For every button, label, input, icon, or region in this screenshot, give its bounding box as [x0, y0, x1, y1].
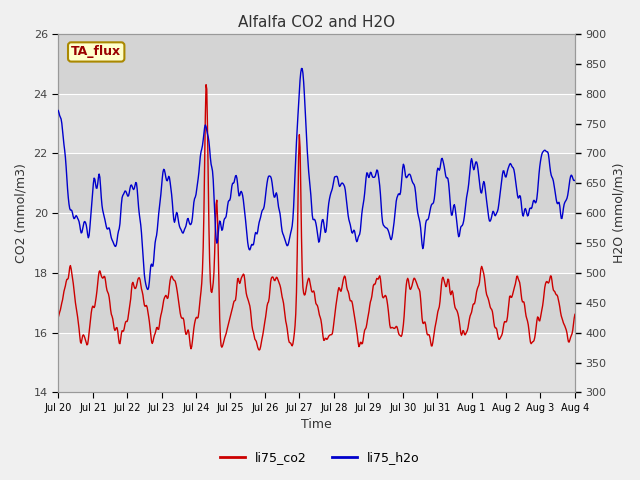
- Bar: [58, 333, 575, 393]
- Bar: [58, 273, 575, 333]
- X-axis label: Time: Time: [301, 419, 332, 432]
- Title: Alfalfa CO2 and H2O: Alfalfa CO2 and H2O: [238, 15, 395, 30]
- Bar: [58, 34, 575, 94]
- Y-axis label: CO2 (mmol/m3): CO2 (mmol/m3): [15, 163, 28, 263]
- Bar: [58, 94, 575, 154]
- Bar: [58, 154, 575, 213]
- Y-axis label: H2O (mmol/m3): H2O (mmol/m3): [612, 163, 625, 264]
- Bar: [58, 213, 575, 273]
- Legend: li75_co2, li75_h2o: li75_co2, li75_h2o: [215, 446, 425, 469]
- Text: TA_flux: TA_flux: [71, 46, 121, 59]
